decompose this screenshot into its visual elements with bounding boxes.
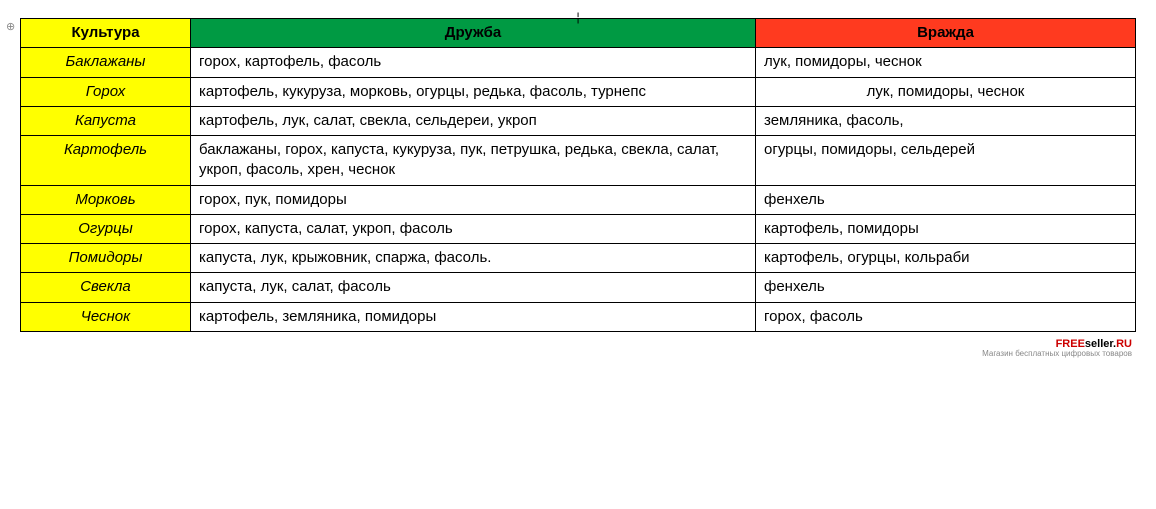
cell-culture: Огурцы [21, 214, 191, 243]
cell-friendship: капуста, лук, крыжовник, спаржа, фасоль. [191, 244, 756, 273]
anchor-mark: ⊕ [6, 20, 15, 33]
table-row: Огурцы горох, капуста, салат, укроп, фас… [21, 214, 1136, 243]
table-body: Баклажаны горох, картофель, фасоль лук, … [21, 48, 1136, 332]
companion-planting-table: Культура Дружба Вражда Баклажаны горох, … [20, 18, 1136, 332]
table-row: Помидоры капуста, лук, крыжовник, спаржа… [21, 244, 1136, 273]
cell-enmity: горох, фасоль [756, 302, 1136, 331]
cell-friendship: баклажаны, горох, капуста, кукуруза, пук… [191, 136, 756, 186]
table-row: Морковь горох, пук, помидоры фенхель [21, 185, 1136, 214]
table-row: Баклажаны горох, картофель, фасоль лук, … [21, 48, 1136, 77]
header-enmity: Вражда [756, 19, 1136, 48]
header-friendship: Дружба [191, 19, 756, 48]
cell-enmity: фенхель [756, 273, 1136, 302]
cell-enmity: огурцы, помидоры, сельдерей [756, 136, 1136, 186]
cell-culture: Морковь [21, 185, 191, 214]
cell-friendship: горох, капуста, салат, укроп, фасоль [191, 214, 756, 243]
cell-culture: Картофель [21, 136, 191, 186]
cell-friendship: горох, картофель, фасоль [191, 48, 756, 77]
cell-enmity: лук, помидоры, чеснок [756, 77, 1136, 106]
top-tick-mark: ¦ [20, 10, 1136, 18]
cell-culture: Капуста [21, 106, 191, 135]
brand-subtitle: Магазин бесплатных цифровых товаров [20, 350, 1132, 358]
cell-culture: Горох [21, 77, 191, 106]
cell-culture: Свекла [21, 273, 191, 302]
brand-part-red: FREE [1056, 338, 1085, 350]
cell-friendship: картофель, земляника, помидоры [191, 302, 756, 331]
brand-part-tld: RU [1116, 338, 1132, 350]
branding-watermark: FREEseller.RU Магазин бесплатных цифровы… [20, 338, 1136, 358]
cell-enmity: картофель, помидоры [756, 214, 1136, 243]
table-row: Капуста картофель, лук, салат, свекла, с… [21, 106, 1136, 135]
table-row: Картофель баклажаны, горох, капуста, кук… [21, 136, 1136, 186]
cell-enmity: фенхель [756, 185, 1136, 214]
brand-part-black: seller. [1085, 338, 1116, 350]
table-row: Чеснок картофель, земляника, помидоры го… [21, 302, 1136, 331]
cell-enmity: лук, помидоры, чеснок [756, 48, 1136, 77]
cell-friendship: картофель, лук, салат, свекла, сельдереи… [191, 106, 756, 135]
cell-culture: Чеснок [21, 302, 191, 331]
cell-friendship: капуста, лук, салат, фасоль [191, 273, 756, 302]
cell-enmity: картофель, огурцы, кольраби [756, 244, 1136, 273]
cell-culture: Помидоры [21, 244, 191, 273]
cell-culture: Баклажаны [21, 48, 191, 77]
cell-enmity: земляника, фасоль, [756, 106, 1136, 135]
header-culture: Культура [21, 19, 191, 48]
cell-friendship: горох, пук, помидоры [191, 185, 756, 214]
table-row: Свекла капуста, лук, салат, фасоль фенхе… [21, 273, 1136, 302]
table-row: Горох картофель, кукуруза, морковь, огур… [21, 77, 1136, 106]
cell-friendship: картофель, кукуруза, морковь, огурцы, ре… [191, 77, 756, 106]
